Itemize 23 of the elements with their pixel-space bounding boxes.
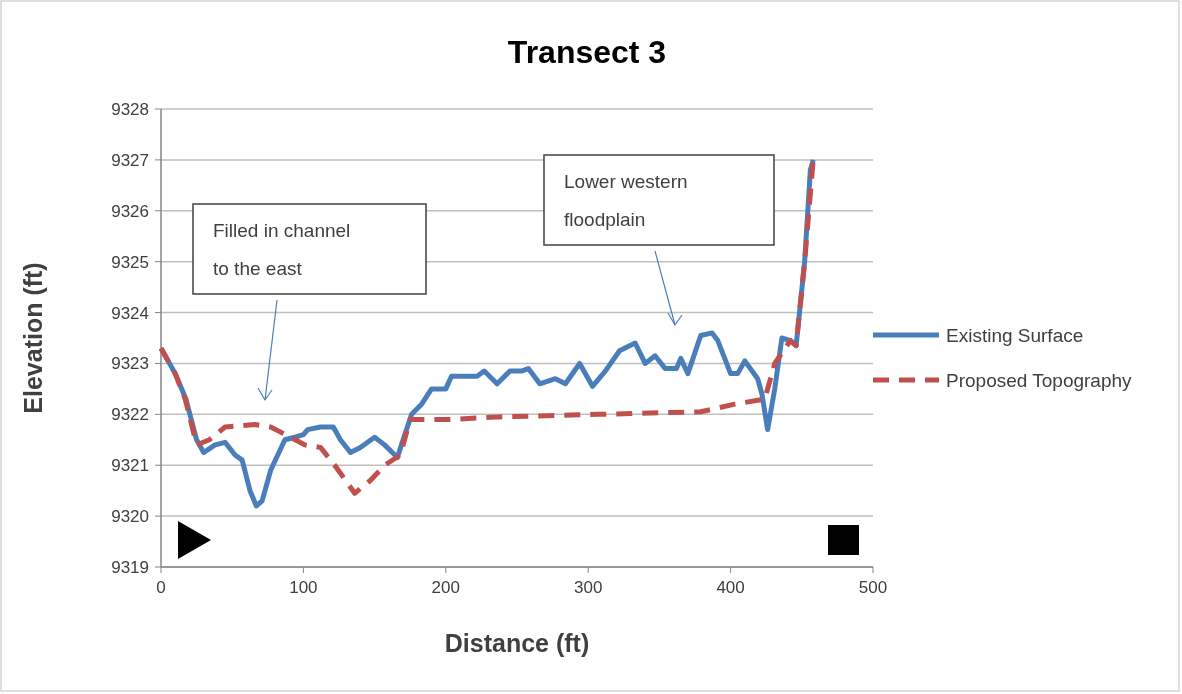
legend-label: Existing Surface [946, 324, 1084, 346]
x-tick-label: 100 [289, 578, 318, 597]
x-tick-label: 200 [431, 578, 460, 597]
x-tick-label: 300 [574, 578, 603, 597]
y-tick-label: 9323 [111, 354, 149, 374]
x-tick-label: 500 [858, 578, 888, 597]
x-tick-label: 400 [716, 578, 745, 597]
y-tick-label: 9319 [111, 557, 149, 577]
annotation: Lower western floodplain [564, 171, 688, 230]
y-tick-label: 9320 [111, 507, 149, 527]
y-tick-label: 9322 [111, 405, 149, 425]
y-tick-label: 9326 [111, 201, 149, 221]
legend-label: Proposed Topography [946, 369, 1133, 391]
y-tick-label: 9325 [111, 252, 149, 272]
x-axis-title: Distance (ft) [444, 629, 590, 657]
x-tick-label: 0 [156, 578, 166, 597]
y-axis-title: Elevation (ft) [19, 262, 47, 414]
y-tick-label: 9321 [111, 456, 149, 476]
y-tick-label: 9324 [111, 303, 149, 323]
y-tick-label: 9328 [111, 99, 149, 119]
chart-title: Transect 3 [507, 34, 667, 70]
y-tick-label: 9327 [111, 150, 149, 170]
annotation: Filled in channel to the east [213, 220, 351, 279]
